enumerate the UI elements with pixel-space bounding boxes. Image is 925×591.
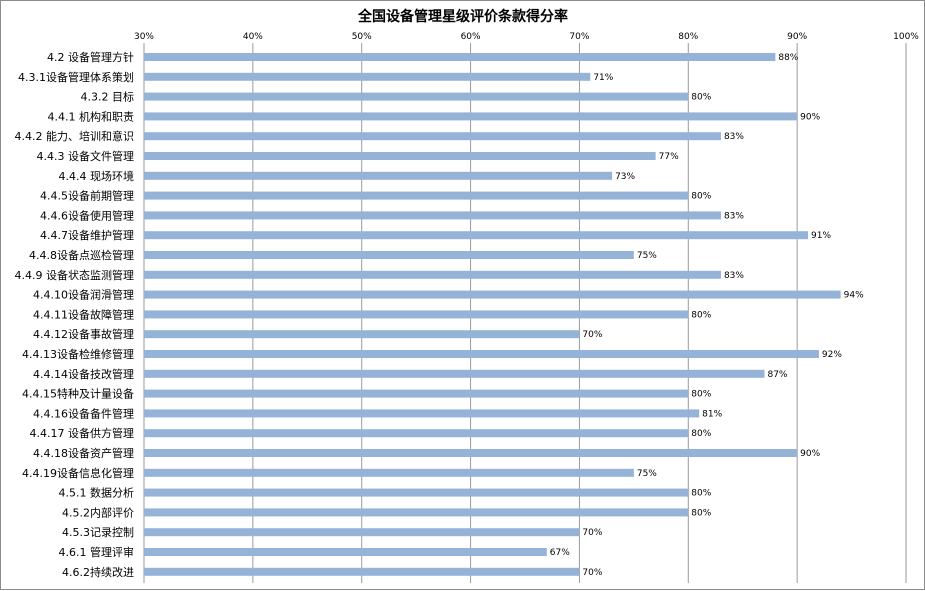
data-label: 83% [724,211,744,221]
category-label: 4.4.2 能力、培训和意识 [15,129,135,143]
bar [144,389,689,398]
data-label: 83% [724,271,744,281]
bar [144,330,580,339]
bar [144,429,689,438]
x-tick-label: 70% [569,32,589,42]
category-label: 4.4.1 机构和职责 [48,109,135,123]
category-label: 4.4.14设备技改管理 [33,367,134,381]
data-label: 90% [800,449,820,459]
category-label: 4.3.2 目标 [81,90,135,104]
data-label: 83% [724,132,744,142]
bar [144,171,613,180]
bar [144,92,689,101]
category-label: 4.6.1 管理评审 [59,545,135,559]
data-label: 80% [691,192,711,202]
bar [144,53,776,61]
category-label: 4.4.5设备前期管理 [40,189,134,203]
data-label: 71% [593,73,613,83]
data-label: 73% [615,172,635,182]
bar [144,270,721,279]
data-label: 80% [691,310,711,320]
data-label: 91% [811,231,831,241]
category-label: 4.4.10设备润滑管理 [33,288,134,302]
data-label: 67% [550,548,570,558]
data-label: 87% [767,370,787,380]
data-label: 70% [582,568,602,578]
data-label: 90% [800,112,820,122]
x-tick-label: 50% [352,32,372,42]
category-label: 4.4.13设备检维修管理 [22,347,134,361]
data-label: 80% [691,489,711,499]
bar [144,409,700,418]
bar [144,567,580,576]
category-label: 4.5.3记录控制 [62,525,134,539]
category-label: 4.4.7设备维护管理 [40,228,134,242]
category-label: 4.4.12设备事故管理 [33,327,134,341]
bar [144,290,841,299]
x-tick-label: 40% [243,32,263,42]
x-tick-label: 100% [893,32,919,42]
category-label: 4.4.19设备信息化管理 [22,466,134,480]
data-label: 77% [659,152,679,162]
bar [144,508,689,517]
data-label: 80% [691,390,711,400]
category-label: 4.4.17 设备供方管理 [30,426,134,440]
x-tick-label: 90% [787,32,807,42]
data-label: 75% [637,251,657,261]
bar [144,449,798,457]
category-label: 4.3.1设备管理体系策划 [18,70,134,84]
x-tick-label: 60% [461,32,481,42]
category-label: 4.4.11设备故障管理 [33,307,134,321]
bar [144,152,656,160]
bar [144,211,721,220]
bar [144,369,765,378]
data-label: 70% [582,330,602,340]
category-label: 4.4.4 现场环境 [59,169,135,183]
data-label: 80% [691,508,711,518]
bar [144,231,809,240]
x-tick-label: 30% [134,32,154,42]
bar [144,528,580,537]
bar [144,191,689,200]
bar [144,548,547,556]
data-label: 75% [637,469,657,479]
data-label: 92% [822,350,842,360]
category-label: 4.4.9 设备状态监测管理 [15,268,135,282]
data-label: 88% [778,53,798,63]
data-label: 80% [691,429,711,439]
category-label: 4.4.6设备使用管理 [40,208,134,222]
bar [144,350,819,358]
chart-title: 全国设备管理星级评价条款得分率 [357,8,568,25]
bar [144,72,591,81]
category-label: 4.5.2内部评价 [62,505,134,519]
category-labels: 4.2 设备管理方针 4.3.1设备管理体系策划 4.3.2 目标 4.4.1 机构和… [15,50,135,579]
bars [144,53,841,576]
bar [144,251,634,259]
category-label: 4.6.2持续改进 [62,565,134,579]
data-labels: 88% 71% 80% 90% 83% 77% 73% 80% 83% 91% 75% 83% 94% 8… [550,53,864,578]
x-tick-label: 80% [678,32,698,42]
category-label: 4.4.16设备备件管理 [33,406,134,420]
data-label: 94% [844,291,864,301]
bar [144,310,689,319]
bar [144,468,634,477]
data-label: 80% [691,93,711,103]
bar [144,488,689,497]
category-label: 4.4.8设备点巡检管理 [29,248,134,262]
category-label: 4.4.3 设备文件管理 [37,149,135,163]
data-label: 81% [702,409,722,419]
category-label: 4.4.15特种及计量设备 [22,387,134,401]
category-label: 4.2 设备管理方针 [47,50,134,64]
bar [144,132,721,141]
category-label: 4.4.18设备资产管理 [33,446,134,460]
category-label: 4.5.1 数据分析 [59,486,135,500]
bar [144,112,798,121]
data-label: 70% [582,528,602,538]
x-axis-ticks: 30% 40% 50% 60% 70% 80% 90% 100% [134,32,919,42]
